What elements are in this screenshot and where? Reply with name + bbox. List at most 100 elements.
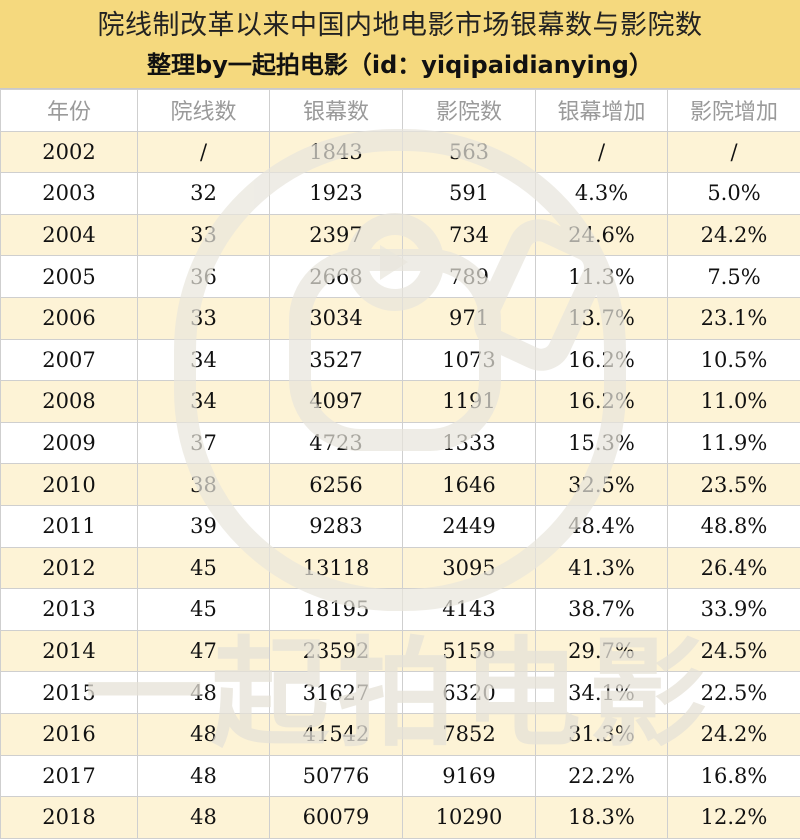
cell-circuits: 45 (137, 546, 270, 590)
cell-year: 2015 (0, 671, 138, 714)
cell-circuits: 32 (137, 172, 270, 215)
title-banner: 院线制改革以来中国内地电影市场银幕数与影院数 整理by一起拍电影（id：yiqi… (0, 0, 800, 89)
cell-screens: 41542 (269, 712, 403, 756)
cell-cinemas: 971 (402, 296, 536, 340)
cell-circuits: 48 (137, 712, 270, 756)
table-row: 2013 45 18195 4143 38.7% 33.9% (0, 588, 800, 631)
cell-year: 2003 (0, 172, 138, 215)
table-row: 2016 48 41542 7852 31.3% 24.2% (0, 712, 800, 756)
cell-circuits: 48 (137, 754, 270, 798)
cell-year: 2011 (0, 504, 138, 548)
cell-cinema-growth: 11.9% (667, 421, 800, 465)
cell-cinemas: 2449 (402, 504, 536, 548)
cell-cinemas: 563 (402, 130, 536, 174)
cell-cinema-growth: 33.9% (667, 588, 800, 631)
cell-circuits: 33 (137, 296, 270, 340)
cell-year: 2016 (0, 712, 138, 756)
cell-year: 2009 (0, 421, 138, 465)
cell-screen-growth: / (535, 130, 668, 174)
cell-screen-growth: 13.7% (535, 296, 668, 340)
cell-screen-growth: 32.5% (535, 463, 668, 506)
table-row: 2018 48 60079 10290 18.3% 12.2% (0, 796, 800, 839)
table-row: 2007 34 3527 1073 16.2% 10.5% (0, 338, 800, 382)
cell-year: 2004 (0, 213, 138, 257)
table-row: 2012 45 13118 3095 41.3% 26.4% (0, 546, 800, 590)
cell-cinema-growth: 7.5% (667, 255, 800, 298)
cell-cinemas: 7852 (402, 712, 536, 756)
cell-cinema-growth: 5.0% (667, 172, 800, 215)
table-row: 2014 47 23592 5158 29.7% 24.5% (0, 629, 800, 673)
cell-screen-growth: 11.3% (535, 255, 668, 298)
cell-circuits: 34 (137, 380, 270, 423)
cell-cinemas: 1333 (402, 421, 536, 465)
cell-circuits: 37 (137, 421, 270, 465)
cell-year: 2007 (0, 338, 138, 382)
cell-cinema-growth: 48.8% (667, 504, 800, 548)
cell-cinema-growth: / (667, 130, 800, 174)
cell-screen-growth: 16.2% (535, 338, 668, 382)
cell-circuits: 36 (137, 255, 270, 298)
cell-screens: 18195 (269, 588, 403, 631)
cell-cinema-growth: 11.0% (667, 380, 800, 423)
cell-circuits: 33 (137, 213, 270, 257)
cell-year: 2017 (0, 754, 138, 798)
cell-screen-growth: 29.7% (535, 629, 668, 673)
cell-cinemas: 591 (402, 172, 536, 215)
cell-screen-growth: 41.3% (535, 546, 668, 590)
table-row: 2010 38 6256 1646 32.5% 23.5% (0, 463, 800, 506)
cell-year: 2008 (0, 380, 138, 423)
table-row: 2017 48 50776 9169 22.2% 16.8% (0, 754, 800, 798)
cell-screen-growth: 34.1% (535, 671, 668, 714)
cell-cinema-growth: 24.2% (667, 712, 800, 756)
cell-year: 2002 (0, 130, 138, 174)
cell-screens: 4723 (269, 421, 403, 465)
table-row: 2011 39 9283 2449 48.4% 48.8% (0, 504, 800, 548)
cell-screen-growth: 15.3% (535, 421, 668, 465)
table-header-row: 年份 院线数 银幕数 影院数 银幕增加 影院增加 (0, 89, 800, 132)
cell-circuits: 34 (137, 338, 270, 382)
cell-screen-growth: 4.3% (535, 172, 668, 215)
table-row: 2002/1843 563// (0, 130, 800, 174)
cell-screens: 1843 (269, 130, 403, 174)
cell-year: 2014 (0, 629, 138, 673)
cell-cinemas: 789 (402, 255, 536, 298)
cell-screens: 31627 (269, 671, 403, 714)
cell-cinemas: 4143 (402, 588, 536, 631)
cell-year: 2012 (0, 546, 138, 590)
cell-cinema-growth: 26.4% (667, 546, 800, 590)
cell-circuits: / (137, 130, 270, 174)
cell-cinemas: 1073 (402, 338, 536, 382)
cell-screens: 3034 (269, 296, 403, 340)
table-row: 2008 34 4097 1191 16.2% 11.0% (0, 380, 800, 423)
cell-circuits: 48 (137, 671, 270, 714)
column-header-screens: 银幕数 (269, 89, 403, 132)
cell-cinemas: 1191 (402, 380, 536, 423)
cell-screen-growth: 18.3% (535, 796, 668, 839)
cell-year: 2018 (0, 796, 138, 839)
page-subtitle: 整理by一起拍电影（id：yiqipaidianying） (147, 51, 653, 79)
cell-year: 2010 (0, 463, 138, 506)
cell-cinemas: 10290 (402, 796, 536, 839)
table-row: 2015 48 31627 6320 34.1% 22.5% (0, 671, 800, 714)
cell-cinemas: 3095 (402, 546, 536, 590)
cell-circuits: 48 (137, 796, 270, 839)
column-header-year: 年份 (0, 89, 138, 132)
cell-cinemas: 734 (402, 213, 536, 257)
column-header-circuits: 院线数 (137, 89, 270, 132)
page-title: 院线制改革以来中国内地电影市场银幕数与影院数 (97, 10, 703, 41)
cell-screens: 1923 (269, 172, 403, 215)
cell-screens: 2397 (269, 213, 403, 257)
cell-screens: 9283 (269, 504, 403, 548)
cell-year: 2013 (0, 588, 138, 631)
cell-screen-growth: 31.3% (535, 712, 668, 756)
cell-circuits: 39 (137, 504, 270, 548)
cell-screen-growth: 22.2% (535, 754, 668, 798)
cell-cinema-growth: 10.5% (667, 338, 800, 382)
table-row: 2003 32 1923 591 4.3% 5.0% (0, 172, 800, 215)
table-row: 2006 33 3034 971 13.7% 23.1% (0, 296, 800, 340)
cell-year: 2005 (0, 255, 138, 298)
cell-circuits: 38 (137, 463, 270, 506)
cell-screen-growth: 38.7% (535, 588, 668, 631)
cell-screens: 6256 (269, 463, 403, 506)
